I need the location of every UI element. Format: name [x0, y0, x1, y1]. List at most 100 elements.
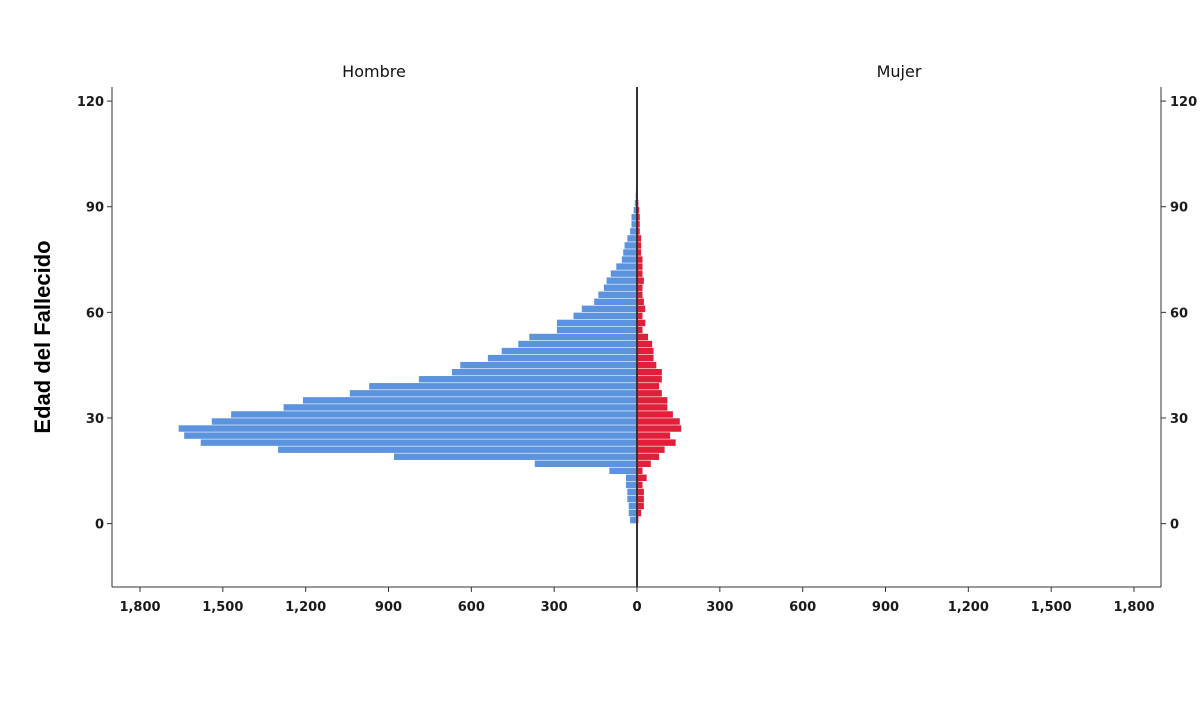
- bar-mujer-32: [637, 404, 668, 411]
- bar-hombre-10: [625, 481, 637, 489]
- bar-hombre-84: [631, 221, 637, 228]
- bar-hombre-30: [231, 411, 637, 418]
- bar-mujer-42: [637, 368, 662, 376]
- bar-hombre-52: [529, 333, 637, 341]
- bar-mujer-20: [637, 446, 665, 453]
- bar-mujer-28: [637, 418, 680, 425]
- bar-hombre-66: [603, 284, 637, 291]
- bar-mujer-70: [637, 270, 643, 277]
- bar-mujer-44: [637, 361, 657, 369]
- bar-mujer-58: [637, 312, 643, 320]
- y-tick-label-right: 90: [1170, 201, 1188, 216]
- bar-mujer-30: [637, 411, 673, 418]
- panel-label-hombre: Hombre: [342, 62, 406, 81]
- x-axis-ticks: 1,800 1,500 1,200 900 600 300 00 300 600 900 1,200…: [119, 587, 1155, 615]
- y-tick-label-left: 90: [86, 201, 104, 216]
- bar-mujer-60: [637, 305, 646, 313]
- bar-mujer-38: [637, 383, 660, 390]
- bar-mujer-36: [637, 390, 662, 397]
- bar-mujer-72: [637, 263, 643, 270]
- bar-mujer-50: [637, 340, 653, 348]
- bar-hombre-34: [302, 397, 637, 404]
- x-tick-label: 0: [632, 600, 641, 615]
- bar-mujer-48: [637, 347, 654, 355]
- bar-mujer-46: [637, 354, 654, 362]
- y-axis-ticks: 0 0 30 30 60 60 90 90 120 120: [77, 95, 1197, 533]
- x-tick-label: 900: [872, 600, 899, 615]
- y-tick-label-right: 60: [1170, 306, 1188, 321]
- bar-hombre-16: [534, 460, 637, 467]
- bar-mujer-6: [637, 495, 644, 503]
- bar-mujer-52: [637, 333, 649, 341]
- bar-mujer-24: [637, 432, 671, 439]
- y-axis-title: Edad del Fallecido: [30, 240, 55, 433]
- bar-mujer-12: [637, 474, 647, 482]
- bar-hombre-44: [460, 361, 637, 369]
- bar-mujer-8: [637, 488, 644, 496]
- bar-hombre-6: [627, 495, 637, 503]
- bar-hombre-36: [349, 390, 637, 397]
- bar-hombre-12: [625, 474, 637, 482]
- bar-hombre-60: [581, 305, 637, 313]
- bar-hombre-14: [609, 467, 637, 475]
- bar-mujer-22: [637, 439, 676, 446]
- x-tick-label: 1,500: [202, 600, 243, 615]
- x-tick-label: 1,200: [285, 600, 326, 615]
- y-tick-label-left: 120: [77, 95, 104, 110]
- bar-mujer-26: [637, 425, 682, 432]
- y-tick-label-right: 120: [1170, 95, 1197, 110]
- bar-hombre-38: [369, 383, 637, 390]
- bar-mujer-80: [637, 235, 642, 242]
- bar-hombre-2: [628, 509, 637, 517]
- bar-hombre-90: [634, 199, 637, 207]
- bar-mujer-34: [637, 397, 668, 404]
- x-tick-label: 0: [632, 600, 641, 615]
- y-tick-label-left: 60: [86, 306, 104, 321]
- x-tick-label: 1,800: [119, 600, 160, 615]
- bar-hombre-48: [501, 347, 637, 355]
- bar-hombre-26: [178, 425, 637, 432]
- bar-hombre-46: [487, 354, 637, 362]
- bar-hombre-78: [624, 242, 637, 249]
- bar-hombre-28: [211, 418, 638, 425]
- bar-hombre-86: [631, 214, 637, 221]
- x-tick-label: 1,200: [948, 600, 989, 615]
- bar-mujer-14: [637, 467, 643, 475]
- x-tick-label: 600: [789, 600, 816, 615]
- bar-mujer-56: [637, 319, 646, 327]
- mujer-bars: [637, 171, 682, 524]
- bar-hombre-8: [627, 488, 637, 496]
- bar-mujer-78: [637, 242, 642, 249]
- bar-mujer-4: [637, 502, 644, 510]
- hombre-bars: [178, 171, 638, 524]
- bar-hombre-32: [283, 404, 637, 411]
- bar-hombre-76: [623, 249, 637, 256]
- x-tick-label: 300: [706, 600, 733, 615]
- bar-mujer-16: [637, 460, 651, 467]
- bar-hombre-18: [394, 453, 637, 460]
- bar-hombre-50: [518, 340, 637, 348]
- bar-hombre-4: [628, 502, 637, 510]
- bar-hombre-82: [630, 228, 637, 235]
- bar-hombre-40: [418, 376, 637, 383]
- bar-hombre-80: [627, 235, 637, 242]
- bar-mujer-74: [637, 256, 643, 263]
- x-tick-label: 900: [375, 600, 402, 615]
- bar-mujer-82: [637, 228, 640, 235]
- bar-hombre-88: [633, 207, 637, 214]
- bar-mujer-88: [637, 207, 640, 214]
- bar-hombre-58: [573, 312, 637, 320]
- bar-mujer-66: [637, 284, 643, 291]
- bar-hombre-24: [184, 432, 637, 439]
- bar-mujer-62: [637, 298, 644, 306]
- bar-mujer-54: [637, 326, 643, 334]
- bar-mujer-68: [637, 277, 644, 284]
- bar-mujer-18: [637, 453, 660, 460]
- bar-hombre-74: [621, 256, 637, 263]
- x-tick-label: 1,800: [1113, 600, 1154, 615]
- x-tick-label: 600: [458, 600, 485, 615]
- bar-mujer-2: [637, 509, 642, 517]
- x-tick-label: 1,500: [1031, 600, 1072, 615]
- x-tick-label: 300: [541, 600, 568, 615]
